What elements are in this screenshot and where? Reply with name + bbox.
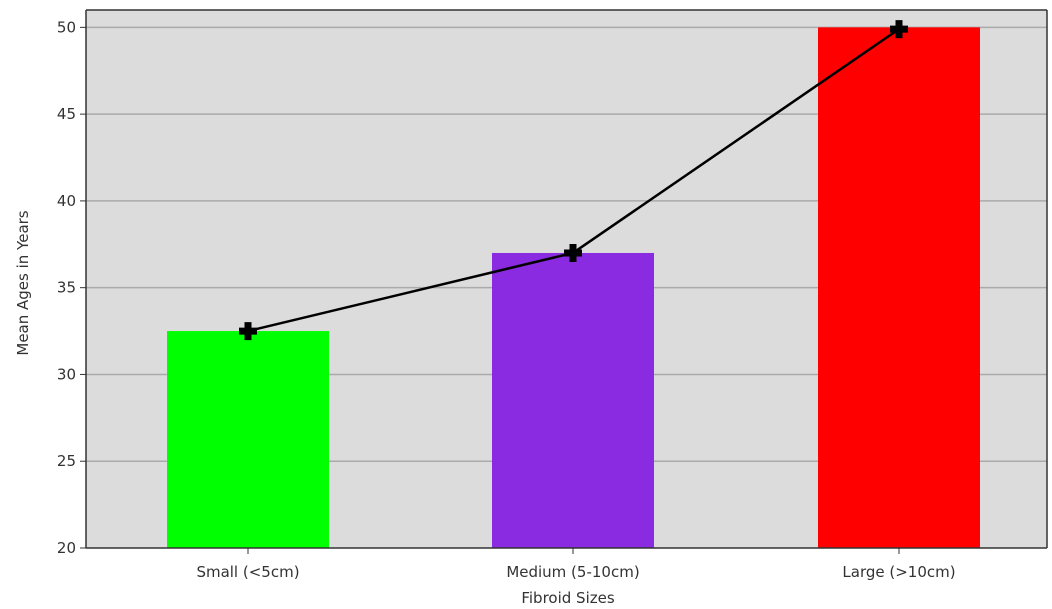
y-tick-label: 30 bbox=[57, 365, 76, 383]
y-axis-title: Mean Ages in Years bbox=[14, 210, 32, 355]
trend-line bbox=[239, 20, 908, 341]
y-tick-label: 45 bbox=[57, 105, 76, 123]
x-axis-title: Fibroid Sizes bbox=[521, 589, 614, 607]
bar bbox=[818, 27, 980, 548]
y-tick-label: 50 bbox=[57, 18, 76, 36]
axes bbox=[85, 9, 1048, 549]
x-tick-labels: Small (<5cm) Medium (5-10cm) Large (>10cm) bbox=[196, 548, 956, 581]
bar bbox=[167, 331, 329, 548]
y-tick-label: 20 bbox=[57, 539, 76, 557]
bar bbox=[492, 252, 654, 548]
x-tick-label: Small (<5cm) bbox=[196, 563, 299, 581]
bars bbox=[167, 27, 980, 548]
trend-line-marker bbox=[890, 20, 908, 39]
y-tick-label: 25 bbox=[57, 452, 76, 470]
x-tick-label: Medium (5-10cm) bbox=[506, 563, 639, 581]
y-tick-label: 35 bbox=[57, 279, 76, 297]
x-tick-label: Large (>10cm) bbox=[842, 563, 955, 581]
trend-line-marker bbox=[564, 243, 582, 262]
trend-line-marker bbox=[239, 322, 257, 341]
y-tick-label: 40 bbox=[57, 192, 76, 210]
y-tick-labels: 20 25 30 35 40 45 50 bbox=[57, 18, 86, 557]
